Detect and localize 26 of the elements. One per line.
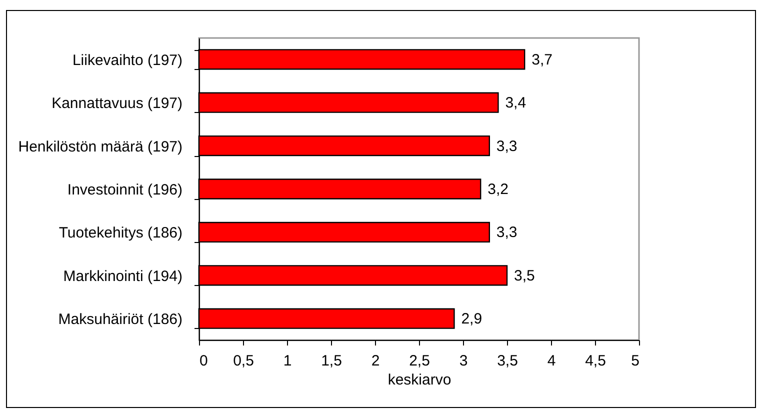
x-tick-label: 4,5: [585, 352, 606, 370]
y-tick-label: Investoinnit (196): [67, 182, 182, 198]
x-tick-label: 1: [283, 352, 292, 370]
data-label: 3,3: [496, 224, 518, 242]
y-tick-label: Tuotekehitys (186): [58, 224, 182, 242]
y-tick-label: Liikevaihto (197): [72, 52, 183, 69]
x-tick-label: 5: [631, 352, 640, 370]
data-label: 2,9: [461, 310, 482, 328]
data-label: 3,2: [488, 181, 508, 198]
x-tick-label: 1,5: [321, 352, 342, 370]
data-label: 3,3: [496, 138, 518, 155]
y-tick-label: Henkilöstön määrä (197): [18, 138, 182, 156]
y-tick-label: Maksuhäiriöt (186): [58, 311, 183, 328]
y-tick-label: Kannattavuus (197): [52, 95, 183, 112]
y-tick-label: Markkinointi (194): [63, 268, 182, 285]
x-tick-label: 2: [371, 352, 380, 370]
x-tick-label: 0: [200, 352, 208, 370]
x-tick-label: 2,5: [409, 352, 430, 370]
x-tick-label: 4: [547, 352, 556, 370]
data-label: 3,4: [505, 94, 526, 112]
data-label: 3,7: [532, 51, 552, 68]
data-label: 3,5: [514, 267, 535, 284]
x-tick-label: 3,5: [497, 352, 518, 370]
x-tick-label: 0,5: [233, 352, 254, 370]
x-axis-title: keskiarvo: [388, 372, 452, 388]
x-tick-label: 3: [459, 352, 468, 370]
